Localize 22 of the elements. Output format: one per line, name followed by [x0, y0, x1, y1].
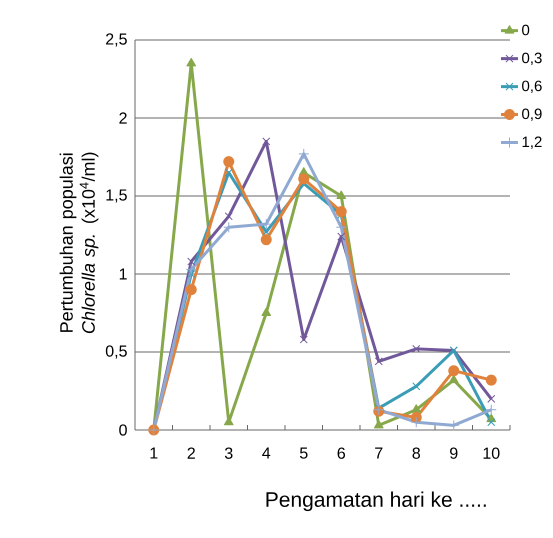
- x-tick-label: 4: [262, 448, 270, 459]
- legend-label: 1,2: [522, 136, 542, 149]
- x-tick-label: 9: [450, 448, 458, 459]
- y-tick-label: 1: [120, 268, 127, 280]
- y-tick-label: 0: [119, 424, 127, 436]
- legend-label: 0,6: [522, 80, 542, 93]
- x-tick-label: 6: [338, 448, 346, 459]
- y-tick-label: 1,5: [106, 189, 127, 203]
- x-tick-label: 10: [484, 448, 500, 459]
- y-tick-label: 2: [119, 112, 127, 124]
- x-tick-label: 7: [375, 448, 382, 459]
- legend-label: 0: [522, 24, 530, 36]
- y-tick-label: 2,5: [106, 33, 127, 47]
- x-tick-label: 1: [150, 448, 158, 459]
- x-tick-label: 8: [412, 448, 420, 459]
- x-axis-title: Pengamatan hari ke .....: [266, 492, 486, 512]
- legend-label: 0,3: [522, 52, 542, 66]
- x-tick-label: 3: [224, 448, 233, 459]
- y-tick-label: 0,5: [106, 345, 127, 359]
- legend-label: 0,9: [522, 108, 542, 121]
- x-tick-label: 2: [188, 448, 195, 459]
- x-tick-label: 5: [300, 448, 308, 459]
